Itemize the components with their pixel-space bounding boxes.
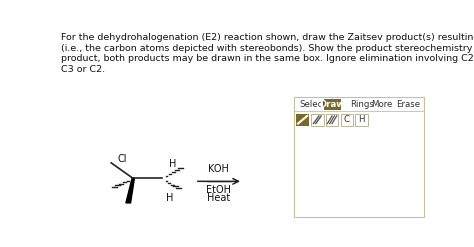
Text: Erase: Erase	[396, 100, 420, 109]
Text: H: H	[358, 115, 365, 124]
Text: H: H	[165, 193, 173, 203]
Text: KOH: KOH	[209, 165, 229, 174]
Text: Rings: Rings	[350, 100, 374, 109]
Text: C3 or C2.: C3 or C2.	[61, 65, 105, 74]
Text: Heat: Heat	[207, 193, 230, 203]
Text: product, both products may be drawn in the same box. Ignore elimination involvin: product, both products may be drawn in t…	[61, 54, 474, 63]
Text: (i.e., the carbon atoms depicted with stereobonds). Show the product stereochemi: (i.e., the carbon atoms depicted with st…	[61, 44, 474, 53]
Bar	[324, 99, 341, 110]
Polygon shape	[126, 178, 135, 203]
Bar	[294, 97, 424, 217]
Text: For the dehydrohalogenation (E2) reaction shown, draw the Zaitsev product(s) res: For the dehydrohalogenation (E2) reactio…	[61, 34, 474, 42]
Bar	[311, 114, 324, 126]
Bar	[326, 114, 338, 126]
Text: C: C	[344, 115, 350, 124]
Text: Select: Select	[300, 100, 326, 109]
Bar	[296, 114, 309, 126]
Bar	[356, 114, 368, 126]
Bar	[341, 114, 353, 126]
Text: H: H	[169, 159, 176, 169]
Text: EtOH: EtOH	[206, 185, 231, 195]
Text: Draw: Draw	[319, 100, 345, 109]
Text: Cl: Cl	[117, 154, 127, 164]
Text: More: More	[372, 100, 393, 109]
